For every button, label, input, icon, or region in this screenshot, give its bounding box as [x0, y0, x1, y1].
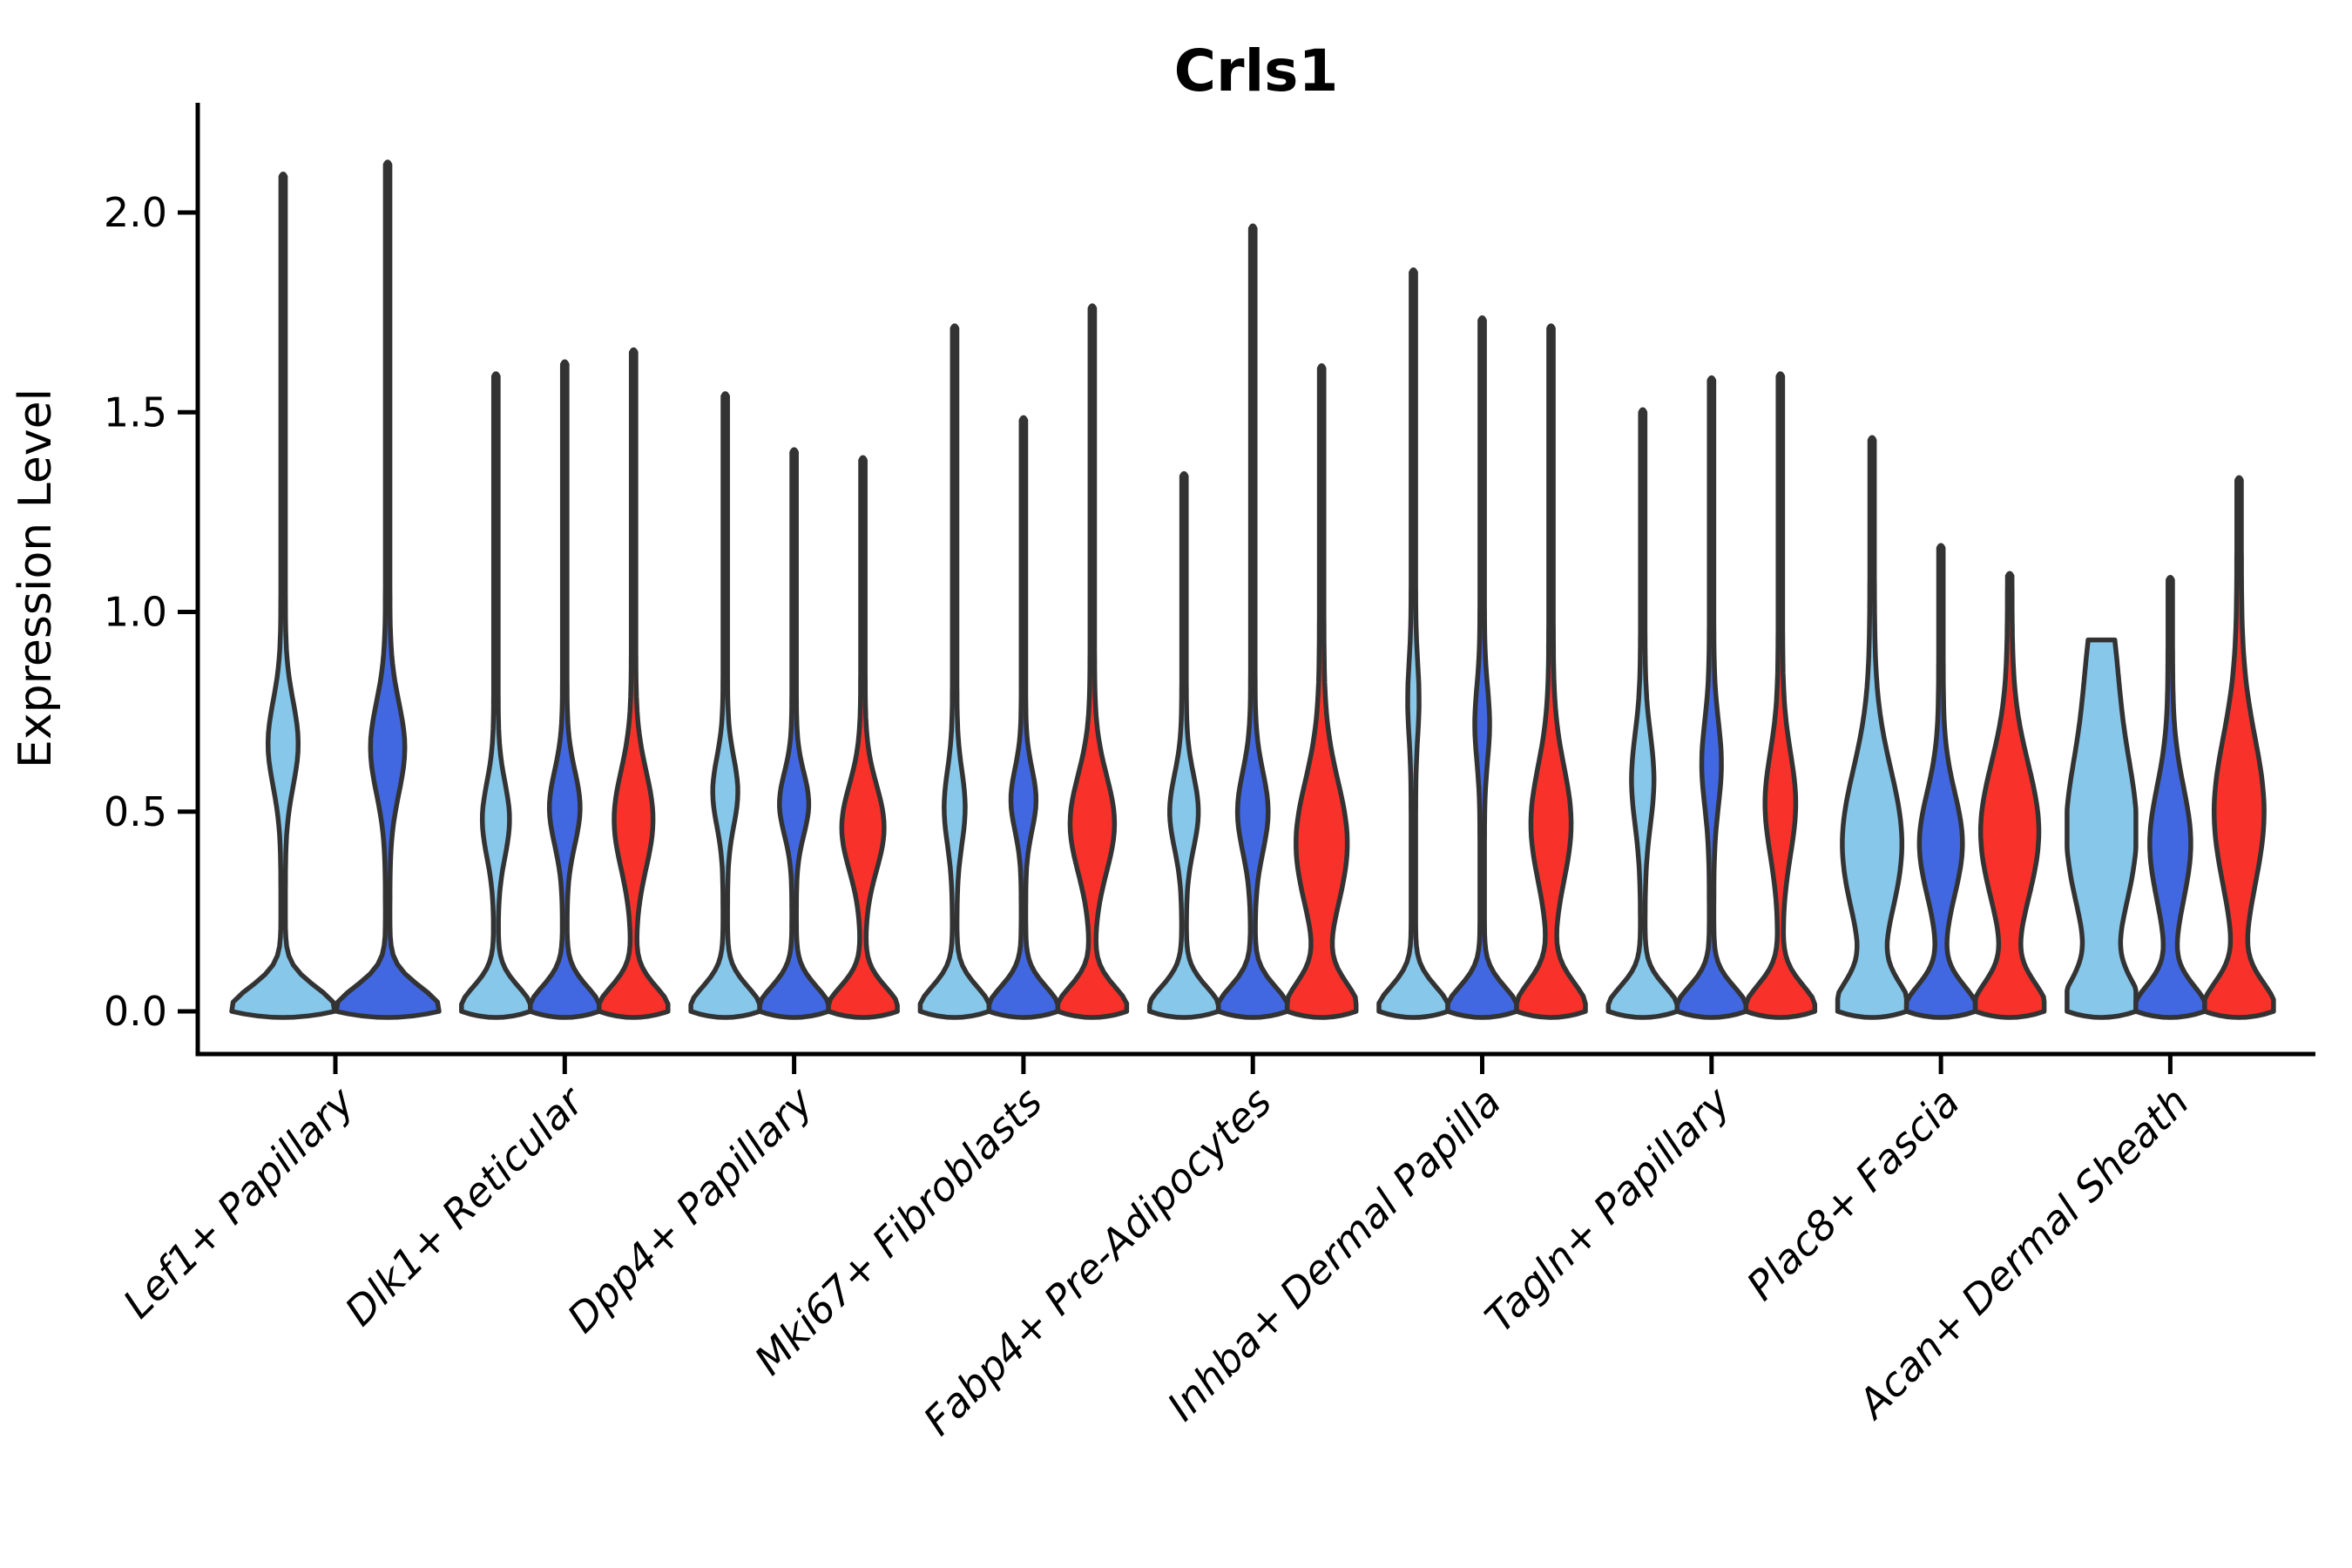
violin-dpp4-dark_blue: [757, 447, 831, 1020]
violin-dlk1-red: [597, 347, 671, 1020]
violin-mki67-dark_blue: [986, 415, 1061, 1020]
violin-mki67-light_blue: [917, 323, 992, 1020]
violin-inhba-light_blue: [1376, 267, 1450, 1020]
violin-fabp4-red: [1284, 363, 1359, 1020]
violin-plac8-dark_blue: [1903, 543, 1978, 1020]
y-tick-label: 0.0: [104, 988, 167, 1035]
violin-inhba-dark_blue: [1445, 315, 1519, 1020]
violin-tagln-red: [1743, 371, 1818, 1020]
violin-dlk1-light_blue: [459, 371, 533, 1020]
violin-inhba-red: [1514, 323, 1588, 1020]
violin-tagln-dark_blue: [1674, 375, 1749, 1020]
violin-fabp4-dark_blue: [1215, 223, 1290, 1020]
y-axis-label: Expression Level: [10, 389, 62, 768]
violin-plac8-light_blue: [1835, 435, 1909, 1020]
violin-acan-dark_blue: [2133, 575, 2207, 1020]
violin-lef1-dark_blue: [334, 159, 442, 1020]
y-tick-label: 1.5: [104, 389, 167, 436]
violin-fabp4-light_blue: [1146, 470, 1221, 1020]
violin-lef1-light_blue: [229, 172, 337, 1020]
y-tick-label: 0.5: [104, 788, 167, 835]
violin-mki67-red: [1055, 303, 1130, 1020]
violin-acan-light_blue: [2065, 637, 2139, 1020]
x-tick-label: Lef1+ Papillary: [114, 1078, 363, 1327]
x-tick-label: Dpp4+ Papillary: [558, 1078, 822, 1342]
violin-tagln-light_blue: [1605, 407, 1680, 1020]
violin-dpp4-light_blue: [688, 391, 762, 1020]
chart-title: Crls1: [1174, 37, 1339, 105]
violin-acan-red: [2202, 475, 2276, 1020]
x-tick-label: Dlk1+ Reticular: [335, 1076, 594, 1335]
violins-layer: [229, 159, 2276, 1020]
violin-dlk1-dark_blue: [528, 359, 602, 1020]
y-tick-label: 2.0: [104, 189, 167, 236]
x-tick-label: Plac8+ Fascia: [1737, 1078, 1968, 1309]
violin-dpp4-red: [826, 455, 900, 1020]
violin-plac8-red: [1972, 571, 2047, 1020]
y-tick-label: 1.0: [104, 589, 167, 636]
x-tick-label: Tagln+ Papillary: [1476, 1078, 1740, 1342]
